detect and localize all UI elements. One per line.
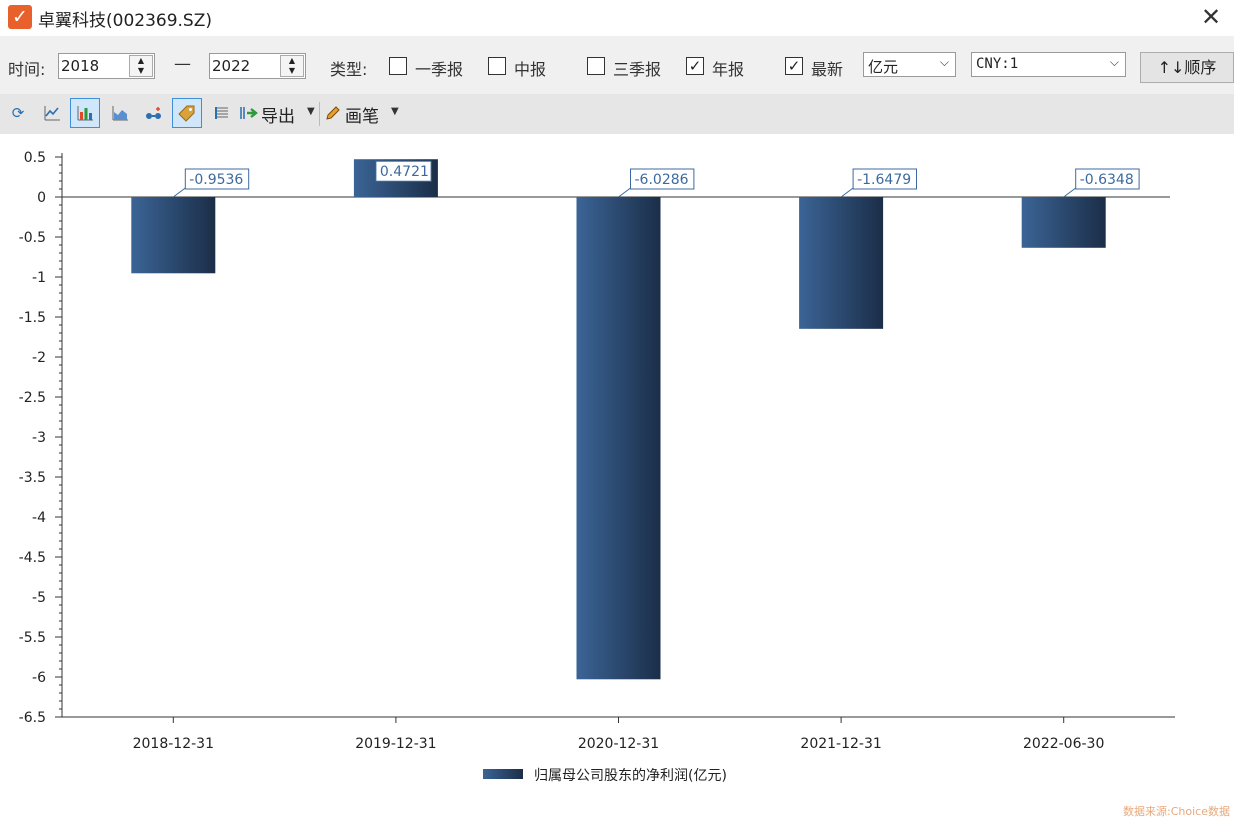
checkbox-midyear[interactable]: [488, 57, 506, 75]
end-year-spinner[interactable]: 2022 ▲ ▼: [209, 53, 306, 79]
y-tick-label: -3.5: [19, 470, 46, 486]
checkbox-latest[interactable]: ✓: [785, 57, 803, 75]
area-chart-icon[interactable]: [105, 98, 135, 128]
y-tick-label: -6.5: [19, 710, 46, 726]
y-tick-label: -2.5: [19, 390, 46, 406]
checkbox-latest-label: 最新: [811, 60, 844, 79]
y-tick-label: -1: [32, 270, 46, 286]
export-icon[interactable]: [236, 98, 262, 128]
bar[interactable]: [576, 197, 661, 680]
data-label-box: [630, 168, 695, 190]
end-year-arrows[interactable]: ▲ ▼: [280, 55, 304, 77]
list-icon[interactable]: [207, 98, 237, 128]
y-tick-label: 0: [37, 190, 46, 206]
data-label: -6.0286: [635, 172, 689, 188]
data-label: -0.6348: [1080, 172, 1134, 188]
checkbox-q3-label: 三季报: [613, 60, 662, 79]
time-label: 时间:: [8, 60, 46, 79]
data-label-leader: [618, 187, 631, 198]
bar-chart-icon[interactable]: [70, 98, 100, 128]
filter-bar: 时间: 2018 ▲ ▼ — 2022 ▲ ▼ 类型: 一季报 中报 三季报 ✓ 年…: [0, 36, 1234, 94]
tag-icon[interactable]: [172, 98, 202, 128]
scatter-icon[interactable]: [139, 98, 169, 128]
y-tick-label: -5: [32, 590, 46, 606]
pen-dropdown-caret[interactable]: ▼: [391, 106, 399, 117]
pencil-icon[interactable]: [322, 98, 344, 128]
start-year-spinner[interactable]: 2018 ▲ ▼: [58, 53, 155, 79]
line-chart-icon[interactable]: [37, 98, 67, 128]
pen-button[interactable]: 画笔: [345, 107, 379, 127]
close-button[interactable]: ✕: [1200, 3, 1222, 31]
type-label: 类型:: [330, 60, 368, 79]
checkbox-annual[interactable]: ✓: [686, 57, 704, 75]
y-tick-label: -2: [32, 350, 46, 366]
data-label-leader: [1063, 187, 1076, 198]
export-dropdown-caret[interactable]: ▼: [307, 106, 315, 117]
data-label: -0.9536: [189, 172, 243, 188]
x-tick-label: 2022-06-30: [1023, 736, 1104, 752]
chevron-down-icon: ⌵: [939, 55, 949, 69]
data-label: -1.6479: [857, 172, 911, 188]
data-label-leader: [840, 187, 854, 198]
x-tick-label: 2020-12-31: [578, 736, 659, 752]
title-bar: ✓ 卓翼科技(002369.SZ) ✕: [0, 0, 1234, 36]
y-tick-label: -6: [32, 670, 46, 686]
start-year-arrows[interactable]: ▲ ▼: [129, 55, 153, 77]
y-tick-label: -1.5: [19, 310, 46, 326]
start-year-value: 2018: [61, 57, 100, 75]
y-tick-label: -4: [32, 510, 46, 526]
end-year-value: 2022: [212, 57, 251, 75]
data-label-box: [184, 168, 250, 190]
toolbar-separator: [319, 102, 320, 126]
bar[interactable]: [131, 197, 216, 274]
currency-select-value: CNY:1: [976, 56, 1019, 72]
data-label-leader: [173, 187, 186, 198]
unit-select[interactable]: 亿元 ⌵: [863, 52, 956, 77]
range-dash: —: [174, 54, 191, 74]
checkbox-q1-label: 一季报: [415, 60, 464, 79]
export-button[interactable]: 导出: [261, 107, 295, 127]
checkbox-annual-label: 年报: [712, 60, 745, 79]
legend-swatch: [483, 769, 523, 779]
checkbox-q3[interactable]: [587, 57, 605, 75]
data-label-box: [375, 160, 432, 182]
unit-select-value: 亿元: [868, 58, 899, 76]
chart-toolbar: ⟳ 导出 ▼ 画笔 ▼: [0, 94, 1234, 134]
y-tick-label: -5.5: [19, 630, 46, 646]
checkmark-app-icon: ✓: [8, 5, 32, 29]
checkbox-midyear-label: 中报: [514, 60, 547, 79]
x-tick-label: 2018-12-31: [133, 736, 214, 752]
data-source-note: 数据来源:Choice数据: [1123, 805, 1230, 818]
y-tick-label: 0.5: [24, 150, 46, 166]
x-tick-label: 2021-12-31: [800, 736, 881, 752]
refresh-icon[interactable]: ⟳: [11, 104, 25, 122]
data-label-box: [1075, 168, 1140, 190]
net-profit-bar-chart: 0.5 0 -0.5 -1 -1.5 -2 -2.5 -3 -3.5 -4 -4.5 -5 -5.5 -6…: [19, 150, 1175, 784]
data-label-box: [852, 168, 917, 190]
currency-select[interactable]: CNY:1 ⌵: [971, 52, 1126, 77]
chevron-down-icon: ⌵: [1109, 55, 1119, 69]
legend-label: 归属母公司股东的净利润(亿元): [534, 767, 727, 784]
y-tick-label: -3: [32, 430, 46, 446]
checkbox-q1[interactable]: [389, 57, 407, 75]
bar[interactable]: [799, 197, 884, 329]
data-label: 0.4721: [380, 164, 429, 180]
x-tick-label: 2019-12-31: [355, 736, 436, 752]
y-tick-label: -0.5: [19, 230, 46, 246]
y-tick-label: -4.5: [19, 550, 46, 566]
sort-order-button[interactable]: ↑↓顺序: [1140, 52, 1234, 83]
window-title: 卓翼科技(002369.SZ): [38, 11, 213, 31]
bar[interactable]: [1021, 197, 1106, 248]
